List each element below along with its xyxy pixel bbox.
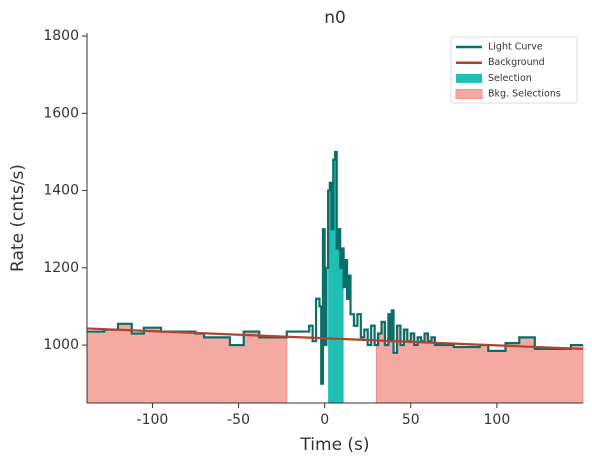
legend-label: Background — [488, 57, 545, 68]
selection — [328, 151, 344, 403]
y-tick-label: 1200 — [43, 260, 79, 276]
legend: Light Curve Background Selection Bkg. Selec… — [450, 36, 578, 104]
legend-box — [450, 36, 578, 104]
legend-label: Light Curve — [488, 42, 543, 53]
y-tick-label: 1600 — [43, 105, 79, 121]
y-axis-label: Rate (cnts/s) — [8, 164, 28, 272]
x-tick-label: 100 — [484, 412, 511, 428]
plot-area — [86, 150, 584, 404]
x-axis-label: Time (s) — [299, 435, 369, 455]
x-tick-label: -50 — [227, 412, 250, 428]
background-line — [86, 327, 584, 351]
y-tick-label: 1800 — [43, 28, 79, 44]
legend-label: Bkg. Selections — [488, 89, 561, 100]
legend-swatch — [455, 89, 483, 100]
y-tick-label: 1400 — [43, 183, 79, 199]
chart-title: n0 — [324, 8, 346, 28]
bkg-selection — [375, 309, 584, 404]
x-tick-label: -100 — [137, 412, 169, 428]
y-tick-label: 1000 — [43, 337, 79, 353]
legend-swatch — [456, 73, 482, 83]
legend-label: Selection — [488, 73, 532, 84]
x-tick-label: 0 — [320, 412, 329, 428]
x-tick-label: 50 — [402, 412, 420, 428]
